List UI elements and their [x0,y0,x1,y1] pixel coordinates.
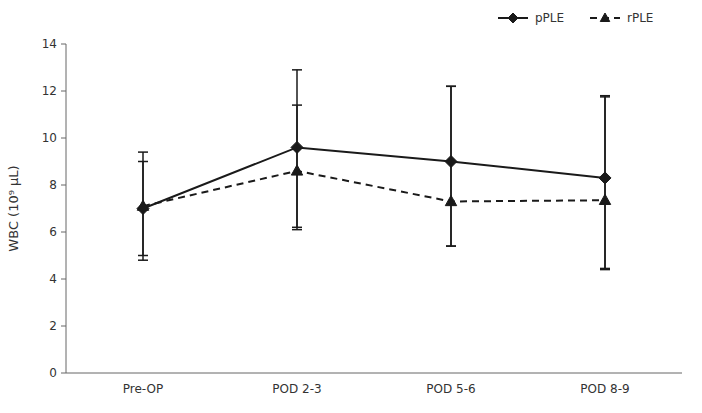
error-whisker [450,86,452,246]
error-cap [138,255,148,257]
y-tick-label: 12 [42,84,57,98]
error-bar [600,97,610,269]
y-tick [61,138,66,139]
error-cap [138,259,148,261]
chart: 0 2 4 6 8 10 12 14 Pre-OP POD 2-3 POD 5-6 POD 8-9 WB… [0,0,702,413]
error-cap [292,229,302,231]
error-cap [446,86,456,88]
x-tick-label: Pre-OP [123,382,163,396]
y-tick-label: 6 [49,225,57,239]
y-tick [61,91,66,92]
error-cap [446,86,456,88]
error-cap [446,245,456,247]
point-marker [445,195,456,205]
y-tick-label: 14 [42,37,57,51]
point-marker [137,200,148,210]
error-cap [138,151,148,153]
y-tick-label: 0 [49,366,57,380]
series-line [143,171,605,206]
legend-label: rPLE [627,11,653,25]
y-tick [61,279,66,280]
error-bar [138,162,148,256]
error-cap [446,245,456,247]
x-tick-label: POD 2-3 [272,382,321,396]
legend-marker [600,13,610,22]
error-bar [600,96,610,270]
error-cap [292,69,302,71]
error-bar [138,152,148,260]
error-cap [138,161,148,163]
y-tick [61,373,66,374]
y-tick-label: 8 [49,178,57,192]
y-tick [61,185,66,186]
series-line [143,147,605,208]
series [137,86,610,268]
y-tick-label: 2 [49,319,57,333]
x-axis [66,373,682,374]
legend-marker [508,13,518,23]
error-cap [292,104,302,106]
error-whisker [450,86,452,246]
y-tick [61,326,66,327]
point-marker [599,194,610,204]
plot-area [137,70,611,270]
error-cap [600,96,610,98]
error-cap [600,95,610,97]
y-axis [66,44,67,373]
error-bar [446,86,456,246]
legend-label: pPLE [535,11,564,25]
error-cap [600,268,610,270]
error-bar [292,105,302,230]
y-tick [61,232,66,233]
x-tick-label: POD 5-6 [426,382,475,396]
error-cap [600,269,610,271]
legend: pPLE rPLE [498,11,653,25]
x-tick-label: POD 8-9 [580,382,629,396]
error-bar [446,86,456,246]
y-tick-label: 10 [42,131,57,145]
error-whisker [604,96,606,270]
y-axis-label: WBC (10⁹ μL) [6,165,21,251]
error-whisker [604,97,606,269]
point-marker [291,165,302,175]
y-tick [61,44,66,45]
series [137,70,611,270]
y-tick-label: 4 [49,272,57,286]
